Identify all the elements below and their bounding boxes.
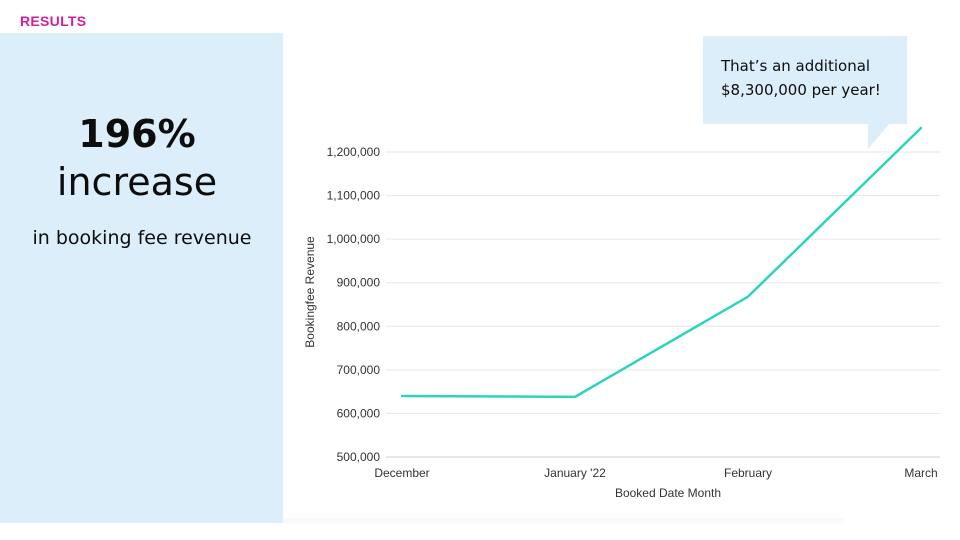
y-tick-label: 600,000: [337, 406, 381, 420]
percent-value: 196%: [78, 112, 196, 156]
highlight-caption: in booking fee revenue: [32, 227, 252, 249]
callout-text: That’s an additional $8,300,000 per year…: [721, 54, 881, 102]
callout-line-2: $8,300,000 per year!: [721, 81, 881, 99]
y-tick-label: 1,200,000: [327, 145, 381, 159]
highlight-panel: [0, 33, 283, 523]
x-tick-label: January '22: [544, 466, 606, 480]
y-tick-label: 1,100,000: [327, 189, 381, 203]
y-tick-label: 500,000: [337, 450, 381, 464]
x-tick-label: February: [724, 466, 772, 480]
y-tick-label: 1,000,000: [327, 232, 381, 246]
x-axis-title: Booked Date Month: [615, 486, 721, 500]
increase-word: increase: [56, 160, 218, 204]
callout-pointer: [868, 123, 890, 149]
y-tick-label: 900,000: [337, 276, 381, 290]
callout-line-1: That’s an additional: [721, 57, 871, 75]
section-label: RESULTS: [20, 13, 87, 29]
callout-box: That’s an additional $8,300,000 per year…: [703, 36, 907, 124]
bottom-shadow: [283, 518, 843, 526]
x-tick-label: March: [904, 466, 937, 480]
x-tick-label: December: [374, 466, 429, 480]
series-line: [400, 126, 923, 399]
y-tick-label: 700,000: [337, 363, 381, 377]
y-axis-title: Bookingfee Revenue: [303, 236, 317, 348]
y-tick-label: 800,000: [337, 319, 381, 333]
